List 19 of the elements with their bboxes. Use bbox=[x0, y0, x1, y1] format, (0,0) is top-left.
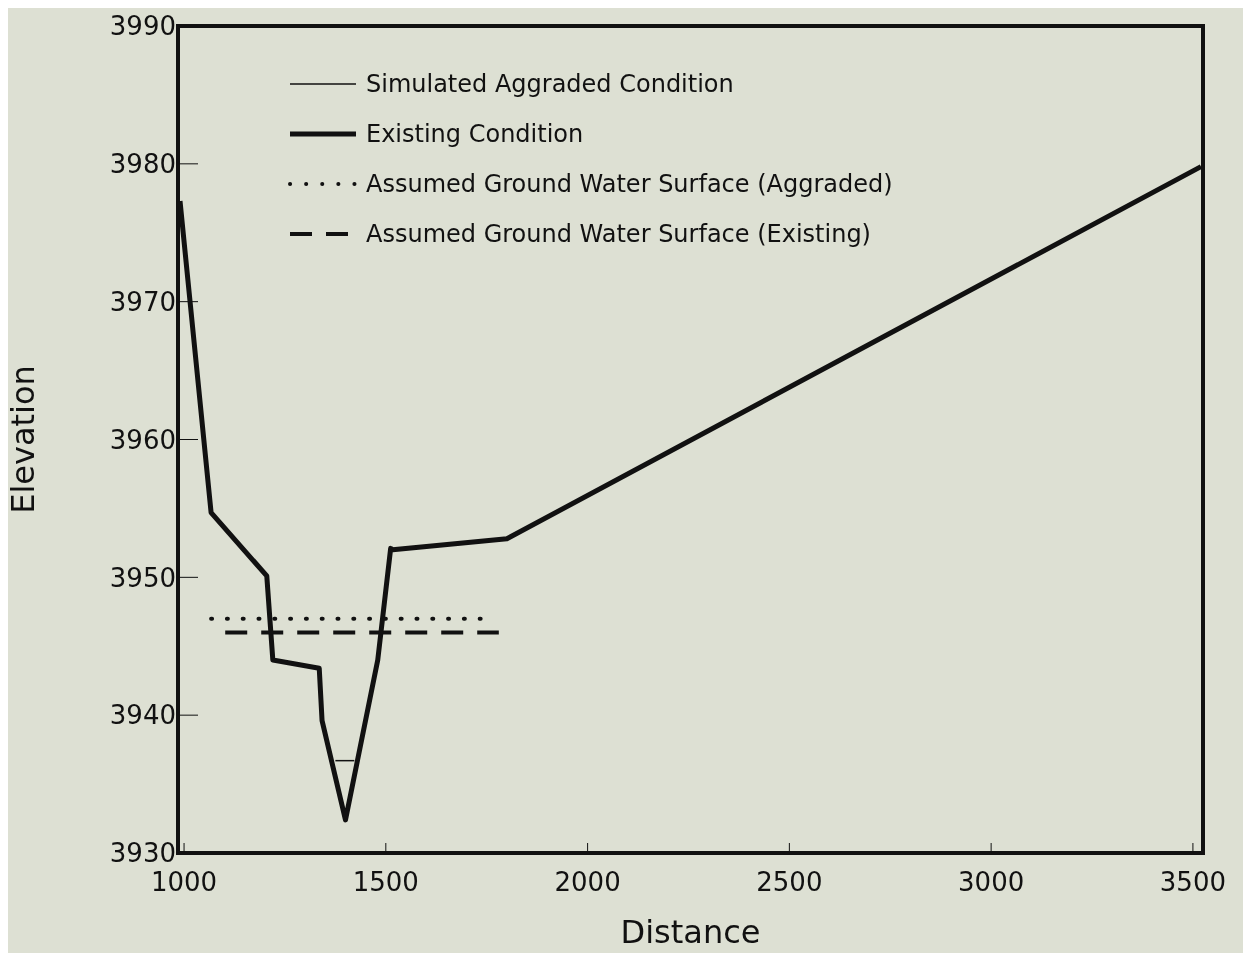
legend-label: Simulated Aggraded Condition bbox=[366, 70, 734, 98]
x-tick-label: 2000 bbox=[554, 867, 621, 898]
x-axis-title: Distance bbox=[620, 913, 761, 951]
x-tick-label: 3000 bbox=[958, 867, 1025, 898]
y-tick-label: 3970 bbox=[109, 286, 176, 317]
y-tick-label: 3990 bbox=[109, 11, 176, 42]
x-tick-label: 1500 bbox=[352, 867, 419, 898]
y-tick-label: 3980 bbox=[109, 149, 176, 180]
y-tick-label: 3960 bbox=[109, 424, 176, 455]
y-tick-label: 3950 bbox=[109, 562, 176, 593]
y-axis-title: Elevation bbox=[4, 365, 43, 514]
legend-label: Assumed Ground Water Surface (Aggraded) bbox=[366, 170, 893, 198]
x-tick-label: 1000 bbox=[150, 867, 218, 898]
y-tick-label: 3940 bbox=[109, 700, 176, 731]
x-tick-label: 2500 bbox=[756, 867, 823, 898]
y-tick-label: 3930 bbox=[109, 838, 176, 869]
x-tick-label: 3500 bbox=[1159, 867, 1226, 898]
legend-label: Existing Condition bbox=[366, 120, 584, 148]
legend-label: Assumed Ground Water Surface (Existing) bbox=[366, 220, 871, 248]
